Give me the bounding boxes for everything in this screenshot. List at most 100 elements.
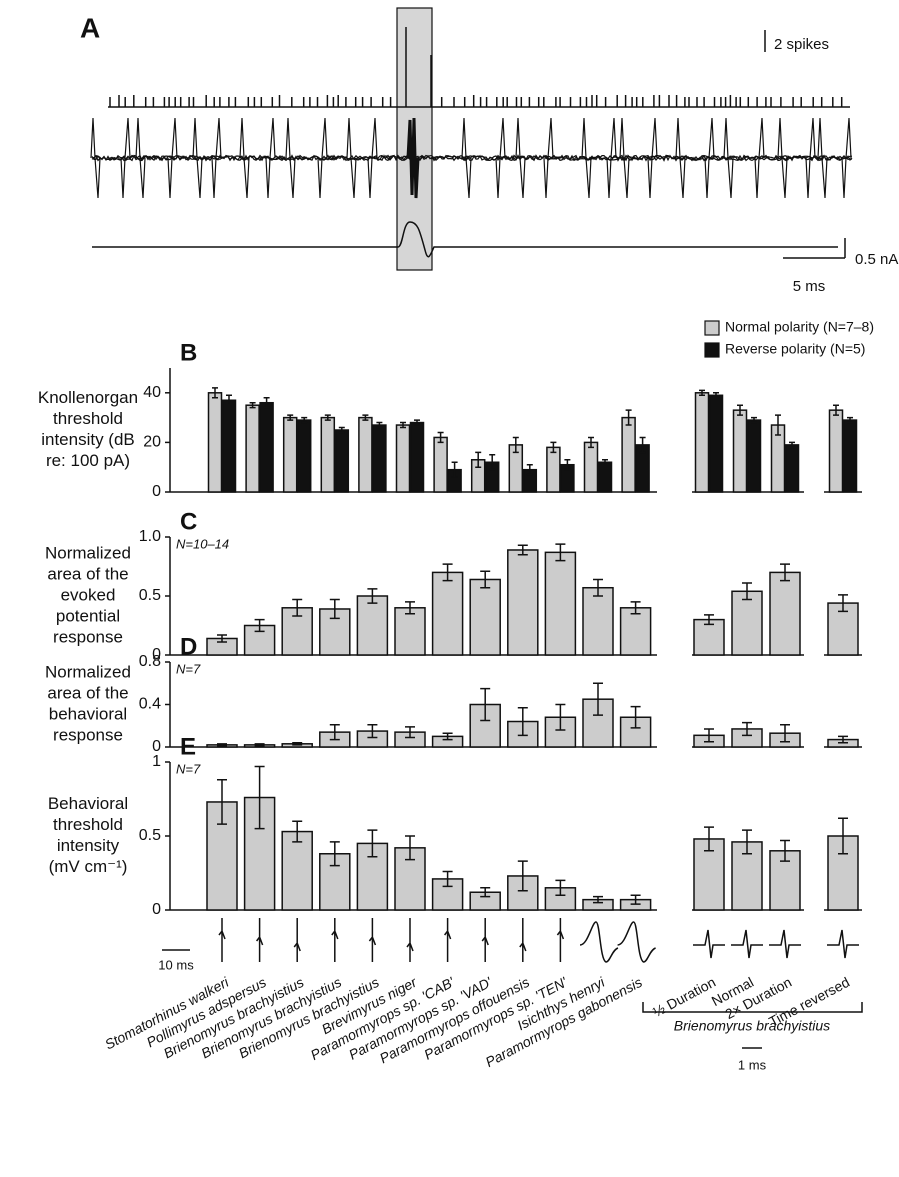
stimulus-waveform: [579, 921, 619, 963]
error-bar: [704, 728, 714, 743]
y-tick-label: 0.4: [139, 696, 161, 713]
stimulus-waveform: [444, 918, 452, 962]
error-bar: [555, 879, 566, 896]
spike: [619, 117, 630, 199]
spike: [346, 117, 357, 199]
error-bar: [489, 454, 496, 471]
error-bar: [550, 441, 557, 454]
error-bar: [564, 459, 571, 471]
y-tick-label: 0: [152, 646, 161, 663]
scale-label: 5 ms: [793, 278, 826, 295]
stimulus-waveform: [827, 929, 859, 959]
error-bar: [593, 578, 603, 597]
bar: [431, 571, 464, 656]
bar: [469, 578, 501, 656]
error-bar: [226, 394, 232, 406]
bar: [842, 419, 858, 493]
stimulus: [92, 221, 838, 258]
spike: [192, 117, 203, 199]
spike: [120, 117, 131, 199]
spike: [606, 117, 617, 199]
error-bar: [414, 419, 420, 426]
bar: [769, 850, 801, 911]
error-bar: [405, 601, 415, 615]
error-bar: [405, 835, 415, 861]
error-bar: [301, 416, 308, 424]
error-bar: [249, 401, 256, 409]
error-bar: [400, 421, 406, 429]
bar: [334, 429, 350, 493]
stimulus-waveform: [617, 921, 656, 963]
stimulus-waveform: [519, 918, 527, 962]
error-bar: [780, 839, 790, 862]
error-bar: [362, 414, 369, 421]
error-bar: [329, 723, 340, 741]
error-bar: [475, 451, 482, 468]
bar: [372, 424, 387, 493]
error-bar: [625, 409, 632, 426]
error-bar: [217, 779, 227, 825]
error-bar: [593, 895, 603, 904]
stimulus-waveform: [218, 918, 226, 962]
bar: [320, 416, 336, 493]
error-bar: [838, 735, 848, 744]
spike: [754, 117, 765, 199]
y-axis-title: Knollenorgan: [38, 388, 138, 407]
error-bar: [742, 582, 752, 601]
error-bar: [639, 436, 646, 454]
stimulus-waveform: [406, 918, 414, 962]
error-bar: [292, 598, 303, 617]
bar: [582, 586, 614, 656]
y-axis-title: (mV cm⁻¹): [49, 857, 128, 876]
error-bar: [367, 829, 378, 858]
y-tick-label: 0.5: [139, 827, 161, 844]
error-bar: [442, 563, 453, 582]
spike: [167, 117, 178, 199]
spike: [317, 117, 328, 199]
error-bar: [338, 426, 345, 434]
error-bar: [329, 598, 340, 620]
error-bar: [588, 436, 594, 449]
spike: [90, 117, 101, 199]
error-bar: [555, 703, 566, 731]
error-bar: [699, 389, 705, 397]
scale-label: 1 ms: [738, 1057, 767, 1072]
error-bar: [212, 387, 218, 399]
trace: [91, 154, 853, 162]
error-bar: [593, 682, 603, 716]
error-bar: [217, 634, 227, 643]
bar: [693, 618, 725, 656]
error-bar: [737, 404, 743, 416]
bar: [282, 416, 298, 493]
stimulus-waveform: [556, 918, 565, 962]
y-axis-title: Normalized: [45, 543, 131, 562]
error-bar: [254, 765, 265, 830]
y-axis-title: behavioral: [49, 704, 127, 723]
spike: [581, 117, 592, 199]
bar: [281, 830, 313, 911]
scale-label: 0.5 nA: [855, 251, 898, 268]
y-axis-title: area of the: [47, 564, 128, 583]
error-bar: [292, 820, 303, 843]
spike: [723, 117, 734, 199]
error-bar: [780, 563, 790, 582]
error-bar: [254, 618, 265, 633]
y-tick-label: 1.0: [139, 528, 161, 545]
spike: [211, 117, 222, 199]
error-bar: [742, 829, 752, 855]
error-bar: [480, 887, 491, 898]
panel-label: B: [180, 339, 197, 366]
panel-label: D: [180, 633, 197, 660]
bar: [544, 716, 577, 748]
error-bar: [751, 416, 757, 424]
stimulus-waveform: [331, 918, 339, 962]
y-axis-title: evoked: [61, 585, 116, 604]
annotation: N=7: [176, 761, 201, 776]
bar: [433, 436, 448, 493]
error-bar: [602, 459, 608, 466]
error-bar: [512, 436, 519, 454]
artifact: [406, 117, 420, 199]
spike: [135, 117, 146, 199]
error-bar: [517, 706, 528, 737]
